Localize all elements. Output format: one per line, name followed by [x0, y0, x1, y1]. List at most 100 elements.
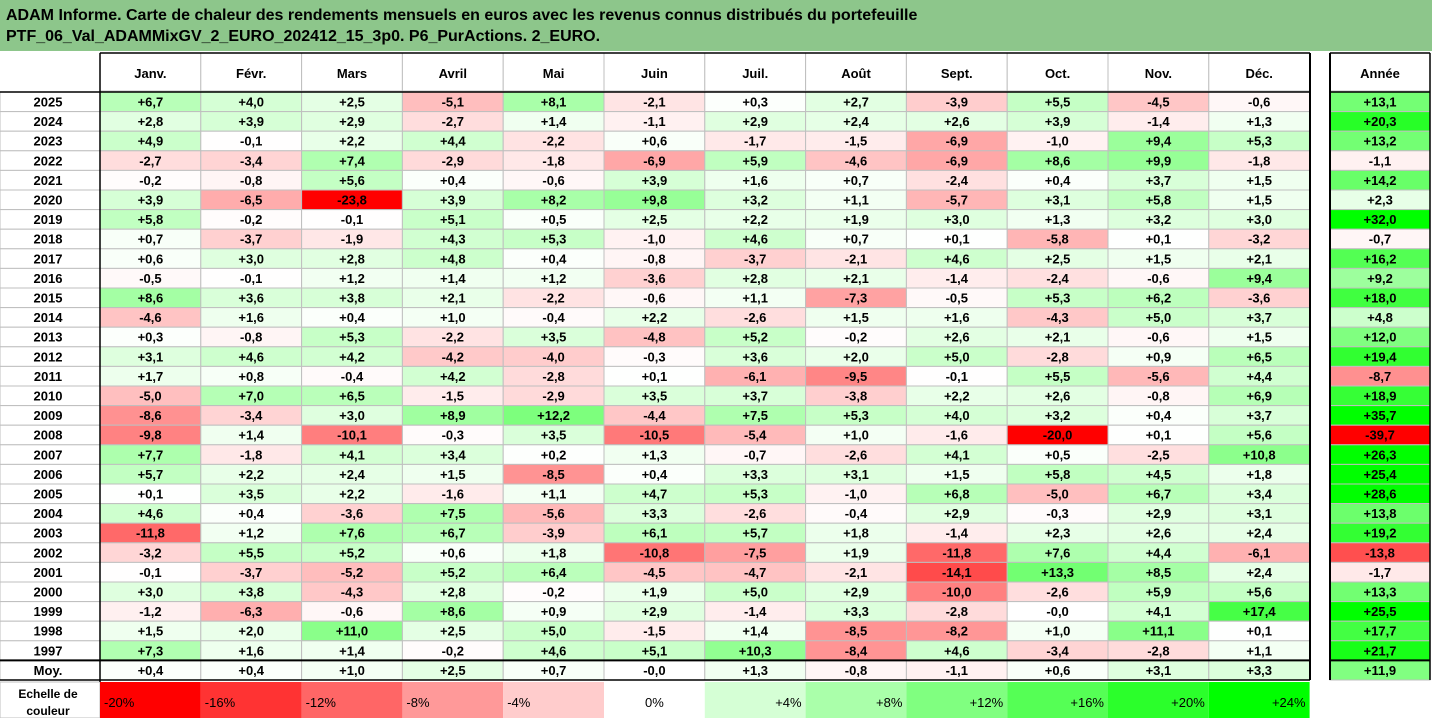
- cell-value: -3,2: [1248, 232, 1270, 247]
- column-header-10: Oct.: [1045, 66, 1070, 81]
- cell-value: +10,3: [739, 643, 772, 658]
- scale-swatch: [200, 682, 302, 718]
- cell-value: -0,1: [946, 369, 968, 384]
- cell-value: +3,5: [642, 389, 668, 404]
- cell-value: -2,4: [1046, 271, 1069, 286]
- cell-value: -6,9: [946, 153, 968, 168]
- cell-value: +1,5: [1246, 173, 1272, 188]
- average-value: -1,1: [946, 663, 968, 678]
- cell-value: +0,4: [339, 310, 365, 325]
- cell-value: +1,8: [1246, 467, 1272, 482]
- cell-value: +3,7: [742, 389, 768, 404]
- cell-value: -2,2: [442, 330, 464, 345]
- cell-value: +2,5: [440, 624, 466, 639]
- cell-value: -0,4: [845, 506, 868, 521]
- cell-value: -3,8: [845, 389, 867, 404]
- column-header-7: Juil.: [742, 66, 768, 81]
- cell-value: +3,2: [1045, 408, 1071, 423]
- cell-value: +2,4: [339, 467, 365, 482]
- cell-value: +2,6: [1045, 389, 1071, 404]
- cell-value: -1,4: [744, 604, 767, 619]
- cell-value: -1,4: [946, 271, 969, 286]
- cell-value: +1,5: [440, 467, 466, 482]
- cell-value: -0,5: [139, 271, 161, 286]
- cell-value: +6,7: [1146, 487, 1172, 502]
- row-label: 2007: [34, 447, 63, 462]
- cell-value: -4,3: [1046, 310, 1068, 325]
- cell-value: -6,9: [643, 153, 665, 168]
- cell-value: -2,6: [1046, 585, 1068, 600]
- cell-value: -1,8: [240, 447, 262, 462]
- cell-value: +1,4: [339, 643, 365, 658]
- annual-value: +2,3: [1367, 193, 1393, 208]
- cell-value: +0,4: [541, 251, 567, 266]
- cell-value: -23,8: [337, 193, 367, 208]
- column-header-9: Sept.: [941, 66, 973, 81]
- cell-value: -0,8: [643, 251, 665, 266]
- column-header-6: Juin: [641, 66, 668, 81]
- cell-value: -0,7: [744, 447, 766, 462]
- annual-value: +25,4: [1364, 467, 1398, 482]
- cell-value: -1,9: [341, 232, 363, 247]
- cell-value: +0,1: [1146, 428, 1172, 443]
- annual-value: +14,2: [1364, 173, 1397, 188]
- cell-value: +2,0: [238, 624, 264, 639]
- cell-value: +2,8: [742, 271, 768, 286]
- scale-swatch: [604, 682, 705, 718]
- cell-value: +2,4: [1246, 565, 1272, 580]
- cell-value: +3,3: [843, 604, 869, 619]
- row-label: 2016: [34, 271, 63, 286]
- cell-value: -2,5: [1147, 447, 1169, 462]
- cell-value: +3,7: [1146, 173, 1172, 188]
- scale-swatch: [402, 682, 504, 718]
- cell-value: +1,3: [1045, 212, 1071, 227]
- cell-value: +0,4: [440, 173, 466, 188]
- cell-value: +3,1: [138, 349, 164, 364]
- cell-value: +3,1: [1246, 506, 1272, 521]
- cell-value: -1,4: [1147, 114, 1170, 129]
- cell-value: +3,9: [440, 193, 466, 208]
- cell-value: +3,0: [1246, 212, 1272, 227]
- cell-value: -8,5: [845, 624, 867, 639]
- cell-value: +0,1: [138, 487, 164, 502]
- cell-value: +5,2: [742, 330, 768, 345]
- cell-value: +1,4: [742, 624, 768, 639]
- cell-value: +5,3: [742, 487, 768, 502]
- cell-value: -0,2: [542, 585, 564, 600]
- cell-value: +7,5: [440, 506, 466, 521]
- cell-value: -0,4: [542, 310, 565, 325]
- title-line-2: PTF_06_Val_ADAMMixGV_2_EURO_202412_15_3p…: [6, 28, 601, 45]
- cell-value: +4,6: [138, 506, 164, 521]
- cell-value: +1,3: [642, 447, 668, 462]
- column-header-1: Janv.: [134, 66, 166, 81]
- row-label: 2006: [34, 467, 63, 482]
- cell-value: +1,5: [1146, 251, 1172, 266]
- cell-value: +9,4: [1146, 134, 1172, 149]
- cell-value: +3,8: [238, 585, 264, 600]
- cell-value: +3,3: [642, 506, 668, 521]
- cell-value: +1,6: [238, 310, 264, 325]
- cell-value: +3,9: [1045, 114, 1071, 129]
- column-header-annual: Année: [1360, 66, 1400, 81]
- cell-value: -2,1: [643, 95, 665, 110]
- cell-value: +2,6: [1146, 526, 1172, 541]
- annual-value: -8,7: [1369, 369, 1391, 384]
- cell-value: +0,8: [238, 369, 264, 384]
- column-header-cell: [603, 52, 706, 92]
- cell-value: -0,1: [341, 212, 363, 227]
- cell-value: +2,5: [642, 212, 668, 227]
- cell-value: +1,5: [138, 624, 164, 639]
- cell-value: +6,4: [541, 565, 567, 580]
- cell-value: +4,2: [440, 369, 466, 384]
- cell-value: +0,5: [541, 212, 567, 227]
- cell-value: +7,0: [238, 389, 264, 404]
- cell-value: +1,3: [1246, 114, 1272, 129]
- average-value: -0,0: [643, 663, 665, 678]
- cell-value: -3,4: [240, 153, 263, 168]
- cell-value: -5,2: [341, 565, 363, 580]
- cell-value: +4,1: [1146, 604, 1172, 619]
- cell-value: +8,6: [138, 291, 164, 306]
- cell-value: +3,2: [742, 193, 768, 208]
- row-label: 2002: [34, 545, 63, 560]
